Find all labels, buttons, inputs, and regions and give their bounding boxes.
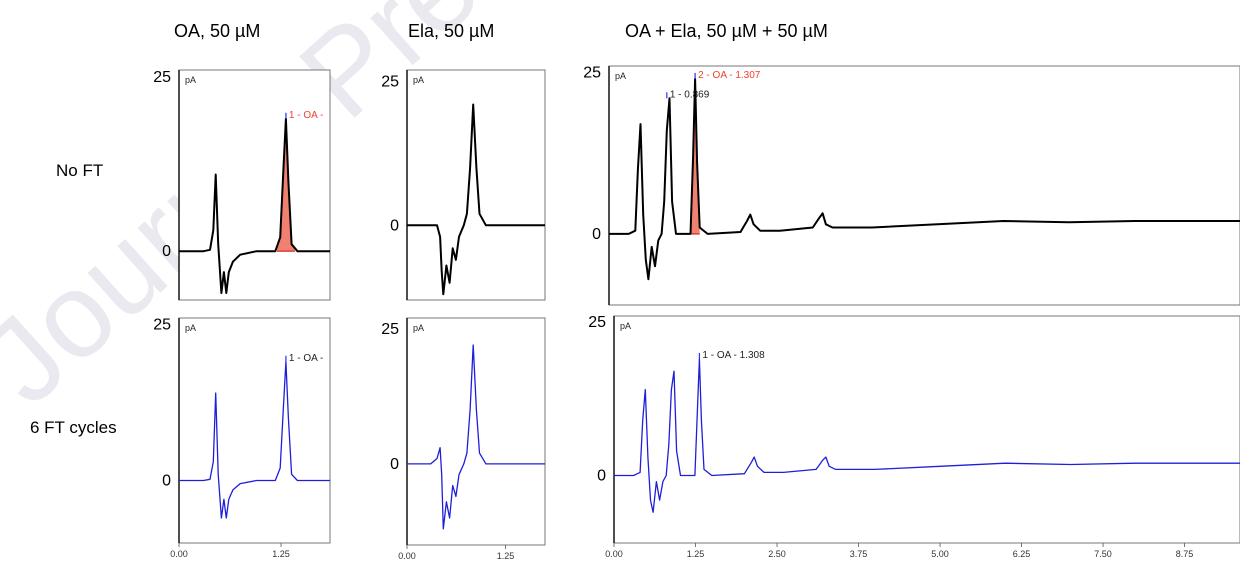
y-tick-label: 0 (597, 468, 606, 485)
x-tick-label: 1.25 (272, 549, 290, 559)
x-tick-label: 0.00 (170, 549, 188, 559)
panel-oa-no-ft: pA 25 0 1 - OA - (153, 69, 331, 301)
y-tick-label: 0 (592, 226, 601, 243)
panel-ela-6ft: pA 25 0 0.00 1.25 (381, 317, 546, 561)
x-tick-label: 2.50 (768, 549, 786, 559)
peak-label: 1 - OA - (289, 110, 323, 121)
x-tick-label: 0.00 (398, 551, 416, 561)
plot-frame (178, 69, 331, 301)
chromatogram-trace (179, 117, 330, 294)
plot-frame (608, 65, 1240, 306)
plot-frame (613, 315, 1240, 544)
plot-frame (178, 317, 331, 544)
peak-label: 1 - OA - 1.308 (702, 350, 765, 361)
y-tick-label: 25 (381, 321, 399, 338)
x-tick-label: 5.00 (931, 549, 949, 559)
unit-label: pA (185, 323, 196, 333)
y-tick-label: 25 (153, 316, 171, 333)
y-tick-label: 25 (583, 64, 601, 81)
y-tick-label: 0 (162, 243, 171, 260)
peak-label: 2 - OA - 1.307 (698, 70, 761, 81)
peak-label: 1 - OA - (289, 353, 323, 364)
y-tick-label: 25 (381, 74, 399, 91)
x-tick-label: 8.75 (1176, 549, 1194, 559)
row-label-no-ft: No FT (56, 161, 103, 180)
y-tick-label: 0 (390, 217, 399, 234)
panel-oa-ela-no-ft: pA 25 0 1 - 0.869 2 - OA - 1.307 (583, 64, 1240, 306)
x-tick-label: 3.75 (850, 549, 868, 559)
x-tick-label: 1.25 (497, 551, 515, 561)
y-tick-label: 25 (588, 314, 606, 331)
x-tick-label: 0.00 (605, 549, 623, 559)
unit-label: pA (413, 323, 424, 333)
panel-oa-6ft: pA 25 0 0.00 1.25 1 - OA - (153, 316, 331, 559)
x-tick-label: 7.50 (1094, 549, 1112, 559)
chromatogram-trace (407, 344, 545, 530)
panel-ela-no-ft: pA 25 0 (381, 69, 546, 301)
plot-frame (406, 317, 546, 546)
row-label-6-ft-cycles: 6 FT cycles (30, 418, 117, 437)
unit-label: pA (413, 75, 424, 85)
y-tick-label: 0 (162, 473, 171, 490)
y-tick-label: 0 (390, 456, 399, 473)
unit-label: pA (620, 321, 631, 331)
panel-oa-ela-6ft: pA 25 0 0.00 1.25 2.50 3.75 5.00 6.25 7.50 8.75 1 -… (588, 314, 1240, 559)
column-title-ela: Ela, 50 µM (408, 21, 494, 41)
chromatogram-trace (407, 103, 545, 296)
plot-frame (406, 69, 546, 301)
column-title-oa-ela: OA + Ela, 50 µM + 50 µM (625, 21, 828, 41)
x-tick-label: 1.25 (687, 549, 705, 559)
unit-label: pA (185, 75, 196, 85)
chromatogram-panels: pA 25 0 1 - OA - pA 25 0 pA 25 0 1 - 0.869 2 - OA -… (153, 64, 1240, 561)
peak-label: 1 - 0.869 (670, 89, 710, 100)
x-tick-label: 6.25 (1013, 549, 1031, 559)
chromatogram-trace (179, 361, 330, 519)
unit-label: pA (615, 71, 626, 81)
y-tick-label: 25 (153, 69, 171, 86)
column-title-oa: OA, 50 µM (174, 21, 260, 41)
